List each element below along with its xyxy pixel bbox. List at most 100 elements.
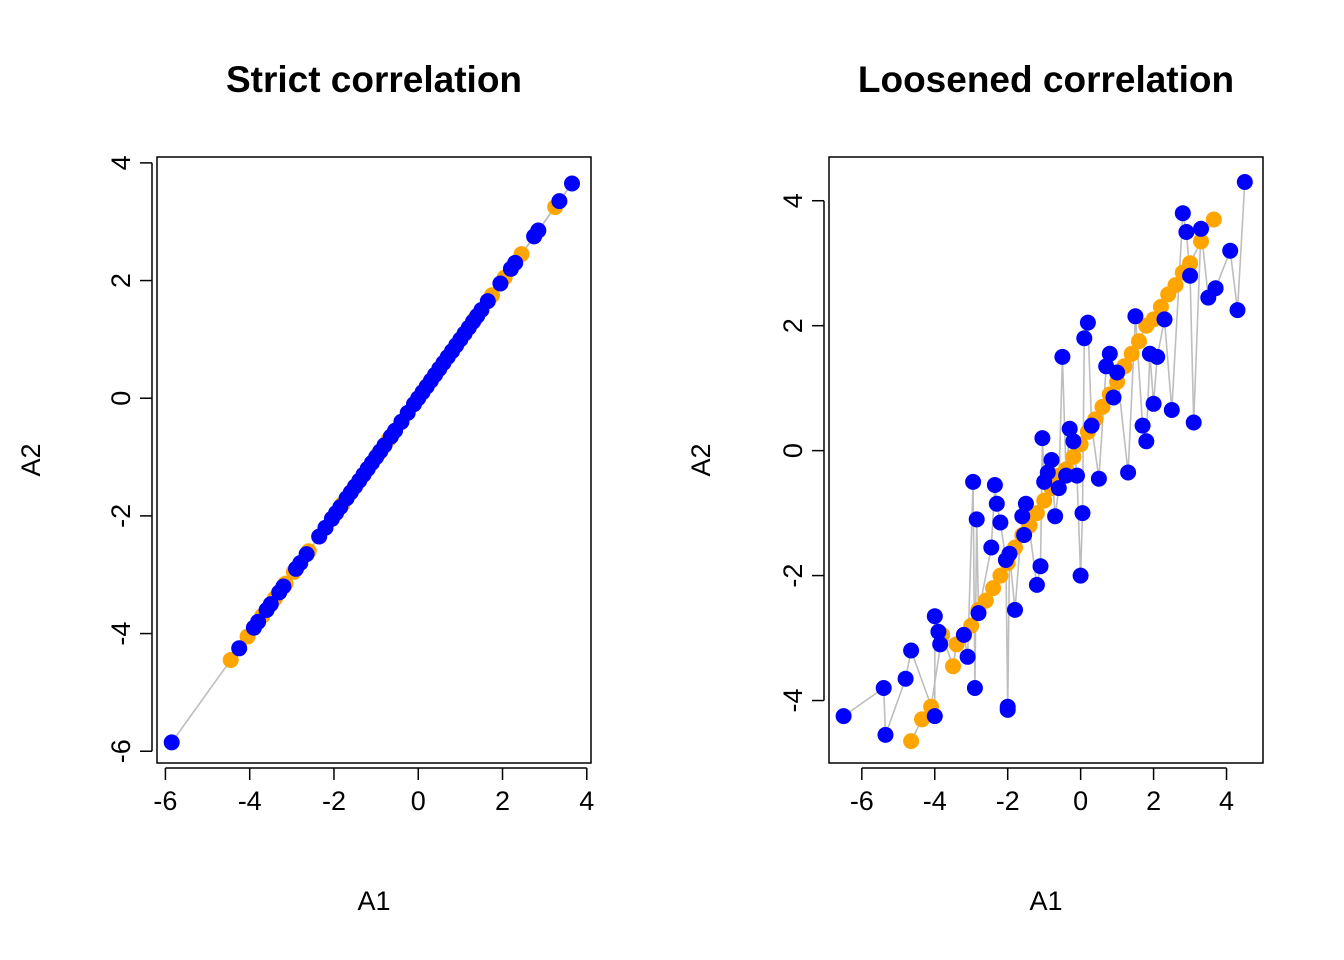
- left-y-tick-label: -6: [106, 739, 136, 763]
- right-series-1-point: [955, 626, 972, 643]
- right-series-1-point: [1047, 508, 1064, 525]
- right-x-axis-label: A1: [1029, 886, 1062, 916]
- right-series-0-point: [903, 733, 920, 750]
- right-series-1-point: [1185, 414, 1202, 431]
- right-series-1-point: [1054, 348, 1071, 365]
- left-scatter-panel: Strict correlation -6 -4 -2 0 2 4 -6 -4 -2 0 2 4 A…: [16, 59, 594, 916]
- right-series-1-point: [1072, 567, 1089, 584]
- right-y-tick-label: -4: [778, 689, 808, 713]
- right-series-1-point: [1043, 452, 1060, 468]
- right-series-1-point: [1120, 464, 1137, 481]
- right-series-0-point: [985, 580, 1002, 597]
- right-series-1-point: [1156, 311, 1173, 328]
- left-x-tick-label: -6: [153, 786, 177, 816]
- right-series-1-point: [926, 708, 943, 725]
- left-x-tick-label: 2: [495, 786, 510, 816]
- right-series-0-point: [1028, 505, 1045, 522]
- right-series-1-point: [1076, 330, 1093, 347]
- left-series-1-point: [492, 275, 509, 292]
- right-series-1-point: [1061, 420, 1078, 437]
- right-series-1-point: [1163, 402, 1180, 418]
- right-x-tick-label: 0: [1073, 786, 1088, 816]
- right-series-1-point: [930, 623, 947, 640]
- right-plot-frame: [828, 156, 1264, 764]
- right-series-0-point: [1065, 448, 1082, 465]
- right-series-0-point: [1205, 211, 1222, 228]
- right-series-1-point: [966, 680, 983, 696]
- right-x-tick-label: -4: [923, 786, 947, 816]
- right-series-1-point: [1193, 220, 1209, 237]
- left-data-points: [163, 175, 580, 751]
- right-series-1-point: [1127, 308, 1144, 325]
- right-y-tick-label: -2: [778, 564, 808, 588]
- right-series-1-point: [968, 511, 985, 528]
- left-series-1-point: [507, 254, 524, 271]
- right-series-1-point: [1034, 430, 1051, 447]
- right-series-1-point: [1050, 480, 1067, 497]
- right-series-0-point: [1193, 233, 1209, 250]
- right-series-0-point: [945, 658, 961, 675]
- right-series-1-point: [897, 670, 914, 687]
- left-x-tick-label: -2: [322, 786, 346, 816]
- left-x-tick-label: -4: [238, 786, 262, 816]
- left-series-1-point: [275, 578, 292, 595]
- left-series-1-point: [231, 640, 248, 657]
- left-x-axis: -6 -4 -2 0 2 4: [153, 767, 594, 816]
- right-series-0-point: [1167, 277, 1184, 294]
- right-series-1-point: [1236, 174, 1253, 190]
- right-series-1-point: [1083, 417, 1100, 434]
- right-y-tick-label: 2: [778, 318, 808, 333]
- right-series-1-point: [1105, 389, 1122, 406]
- right-series-1-point: [970, 605, 987, 622]
- left-series-1-point: [551, 193, 568, 210]
- right-data-points: [835, 174, 1253, 750]
- right-y-tick-label: 0: [778, 443, 808, 458]
- left-series-1-point: [298, 546, 315, 563]
- left-y-tick-label: -2: [106, 504, 136, 528]
- right-x-tick-label: 2: [1146, 786, 1161, 816]
- left-series-1-point: [564, 175, 580, 192]
- right-y-tick-label: 4: [778, 193, 808, 208]
- right-series-1-point: [1079, 314, 1096, 331]
- left-series-1-point: [163, 734, 180, 751]
- right-series-1-point: [835, 708, 852, 725]
- right-series-0-point: [1131, 333, 1147, 350]
- right-series-1-point: [1149, 348, 1166, 365]
- left-plot-frame: [156, 156, 592, 764]
- left-chart-title: Strict correlation: [226, 59, 522, 100]
- left-series-0-point: [222, 652, 239, 668]
- left-series-1-point: [262, 596, 279, 613]
- right-series-1-point: [1069, 467, 1085, 484]
- right-series-0-point: [1094, 398, 1111, 415]
- right-series-0-point: [1152, 298, 1169, 315]
- left-series-1-point: [250, 613, 267, 630]
- left-x-tick-label: 4: [579, 786, 594, 816]
- left-y-tick-label: -4: [106, 622, 136, 646]
- right-series-1-point: [1028, 576, 1045, 593]
- right-series-1-point: [1229, 302, 1246, 319]
- right-series-1-point: [1016, 527, 1033, 543]
- right-series-0-point: [1036, 492, 1053, 509]
- right-x-tick-label: -6: [850, 786, 874, 816]
- right-series-1-point: [965, 473, 982, 490]
- right-series-1-point: [1207, 280, 1224, 297]
- right-series-1-point: [1001, 545, 1018, 562]
- right-series-0-point: [992, 567, 1009, 584]
- right-y-axis-label: A2: [686, 443, 716, 476]
- right-x-tick-label: -2: [996, 786, 1020, 816]
- right-series-1-point: [1039, 464, 1056, 481]
- left-x-axis-label: A1: [357, 886, 390, 916]
- right-series-1-point: [1017, 495, 1034, 512]
- right-series-0-point: [914, 711, 930, 728]
- left-y-tick-label: 2: [106, 273, 136, 288]
- left-y-tick-label: 4: [106, 155, 136, 170]
- right-series-1-point: [1109, 364, 1126, 381]
- right-y-axis: -4 -2 0 2 4: [778, 193, 825, 713]
- right-series-1-point: [1101, 345, 1118, 362]
- right-series-1-point: [932, 636, 949, 653]
- right-series-1-point: [1178, 224, 1195, 240]
- right-series-1-point: [999, 701, 1016, 718]
- right-x-axis: -6 -4 -2 0 2 4: [850, 767, 1234, 816]
- right-series-1-point: [959, 648, 976, 665]
